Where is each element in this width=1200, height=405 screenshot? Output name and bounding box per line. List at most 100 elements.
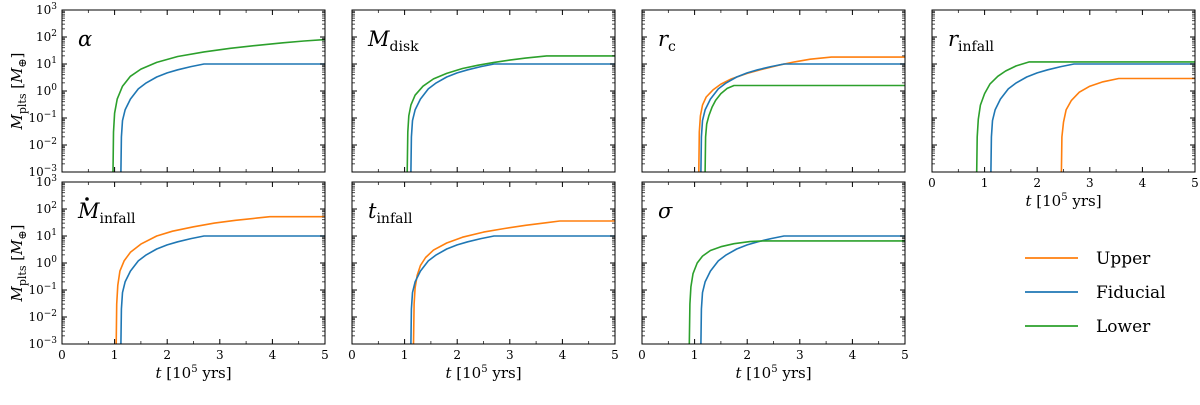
panel-frame [61,181,326,345]
series-line-lower [112,38,325,172]
y-tick-label: 10−3 [28,164,57,179]
y-tick-base: 10 [28,138,43,152]
y-tick-label: 103 [36,174,57,189]
y-tick-base: 10 [28,283,43,297]
y-tick-exponent: 2 [51,29,57,39]
panel-title-sub: c [668,39,676,55]
y-tick-label: 102 [36,201,57,216]
panel-title: tinfall [368,199,413,227]
x-label-close: yrs] [488,364,522,382]
ticks [351,9,616,173]
x-label-close: yrs] [1068,192,1102,210]
x-tick-label: 2 [163,348,171,362]
legend: Upper Fiducial Lower [1025,249,1166,337]
panel-title-main: σ [658,199,673,223]
panel-title: Minfall [77,199,136,227]
y-label-unit: M [8,239,26,256]
series-line-upper [412,220,615,344]
y-tick-base: 10 [36,202,51,216]
x-axis-label: t [105 yrs] [735,364,811,382]
ticks [61,181,326,345]
y-label-open: [ [8,83,26,94]
series-line-fiducial [990,63,1195,172]
series-group [406,55,615,172]
y-tick-label: 103 [36,2,57,17]
y-tick-base: 10 [36,256,51,270]
x-label-sup: 5 [1061,192,1067,203]
y-tick-exponent: 3 [51,174,57,184]
x-tick-label: 3 [216,348,224,362]
y-tick-label: 10−1 [28,110,57,125]
y-tick-base: 10 [36,30,51,44]
x-tick-label: 0 [348,348,356,362]
y-tick-label: 101 [36,56,57,71]
y-tick-base: 10 [36,84,51,98]
panel-4: 0 1 2 3 4 5t [105 yrs]rinfall [928,9,1199,210]
x-tick-label: 4 [559,348,567,362]
x-tick-label: 2 [1033,176,1041,190]
panel-title: rc [658,27,676,55]
y-label-sub: plts [16,93,29,114]
panel-title-main: t [368,199,377,223]
x-label-sup: 5 [771,364,777,375]
y-tick-label: 10−3 [28,336,57,351]
y-tick-label: 101 [36,228,57,243]
panel-6: 0 1 2 3 4 5t [105 yrs]tinfall [348,181,619,382]
series-line-upper [1060,77,1195,172]
x-label-open: [10 [1031,192,1061,210]
x-label-sup: 5 [481,364,487,375]
y-tick-exponent: −1 [44,110,57,120]
panel-title: Mdisk [367,27,419,55]
x-tick-label: 4 [1139,176,1147,190]
x-label-main: t [735,364,742,382]
x-label-close: yrs] [198,364,232,382]
panel-title-sub: infall [376,211,413,227]
x-label-close: yrs] [778,364,812,382]
panel-frame [641,9,906,173]
panel-title: σ [658,199,673,223]
x-label-main: t [1025,192,1032,210]
legend-label-fiducial: Fiducial [1096,283,1166,303]
y-label-sub: plts [16,265,29,286]
x-axis-label: t [105 yrs] [1025,192,1101,210]
panel-2: Mdisk [351,9,616,173]
y-tick-exponent: 1 [51,228,57,238]
panel-title-sub: infall [958,39,995,55]
series-line-fiducial [120,235,325,344]
x-tick-label: 0 [638,348,646,362]
x-tick-label: 5 [1191,176,1199,190]
series-line-lower [406,55,615,172]
panel-title-dot [85,197,89,201]
y-tick-base: 10 [36,175,51,189]
series-line-lower [975,61,1195,172]
ticks [351,181,616,345]
y-tick-label: 100 [36,255,57,270]
series-line-fiducial [700,235,905,344]
series-line-fiducial [410,235,615,344]
x-tick-label: 1 [691,348,699,362]
y-tick-exponent: 0 [51,255,57,265]
panel-frame [61,9,326,173]
y-tick-label: 102 [36,29,57,44]
x-tick-label: 0 [928,176,936,190]
series-group [698,56,905,172]
x-tick-label: 4 [849,348,857,362]
x-tick-label: 5 [611,348,619,362]
panel-frame [641,181,906,345]
panel-title: α [78,27,92,51]
y-axis-label: Mplts [M⊕] [8,52,29,130]
y-tick-exponent: 1 [51,56,57,66]
y-label-close: ] [8,224,26,230]
x-tick-label: 5 [901,348,909,362]
x-label-sup: 5 [191,364,197,375]
y-tick-exponent: −3 [44,164,58,174]
x-tick-label: 2 [453,348,461,362]
x-axis-label: t [105 yrs] [445,364,521,382]
y-tick-base: 10 [36,57,51,71]
panel-title-main: M [77,199,100,223]
y-tick-base: 10 [28,165,43,179]
y-tick-exponent: −2 [44,309,57,319]
